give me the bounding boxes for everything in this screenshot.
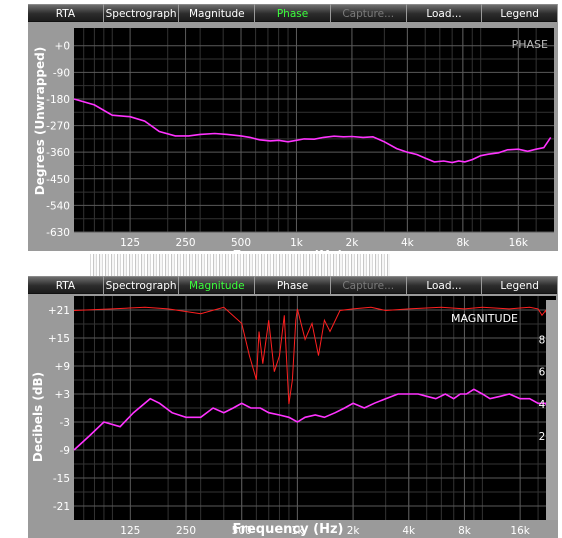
magnitude-y-axis-label: Decibels (dB) — [31, 371, 45, 463]
y-tick-label: -360 — [46, 147, 70, 159]
phase-tab-load[interactable]: Load... — [406, 4, 482, 22]
magnitude-trace — [73, 388, 554, 451]
phase-tab-capture[interactable]: Capture... — [330, 4, 406, 22]
x-tick-label: 2k — [346, 237, 360, 249]
y-tick-label: -180 — [46, 94, 70, 106]
x-tick-label: 125 — [120, 237, 140, 249]
y-tick-label: +9 — [55, 361, 70, 373]
magnitude-tab-legend[interactable]: Legend — [482, 276, 558, 294]
phase-tab-rta[interactable]: RTA — [28, 4, 103, 22]
x-tick-label: 16k — [509, 237, 529, 249]
phase-tab-magnitude[interactable]: Magnitude — [179, 4, 255, 22]
x-tick-label: 1k — [290, 237, 304, 249]
magnitude-plot-area[interactable]: +21 +15 +9 +3 -3 -9 -15 -21 125 250 500 1k 2k 4k 8k 16k… — [48, 296, 556, 537]
y-tick-label: -15 — [53, 473, 70, 485]
y-tick-label: -90 — [53, 67, 70, 79]
x-tick-label: 500 — [232, 525, 252, 537]
phase-tab-bar: RTA Spectrograph Magnitude Phase Capture... L… — [28, 4, 558, 24]
coherence-trace — [73, 306, 554, 405]
x-tick-label: 8k — [456, 237, 470, 249]
magnitude-x-axis-label: Frequency (Hz) — [232, 522, 344, 537]
x-tick-label: 500 — [231, 237, 251, 249]
x-tick-label: 4k — [401, 237, 415, 249]
x-tick-label: 250 — [176, 237, 196, 249]
right-scrollbar[interactable] — [546, 300, 558, 520]
y-tick-label: -450 — [46, 174, 70, 186]
magnitude-tab-bar: RTA Spectrograph Magnitude Phase Capture... L… — [28, 276, 558, 296]
phase-panel: RTA Spectrograph Magnitude Phase Capture... L… — [28, 4, 558, 251]
divider-noise-strip — [90, 254, 390, 276]
phase-chart-title: PHASE — [512, 38, 548, 51]
phase-y-axis-label: Degrees (Unwrapped) — [33, 46, 47, 196]
phase-trace — [73, 98, 552, 164]
x-tick-label: 125 — [120, 525, 140, 537]
magnitude-tab-capture[interactable]: Capture... — [330, 276, 406, 294]
y-tick-label: +21 — [48, 305, 70, 317]
phase-tab-phase[interactable]: Phase — [255, 4, 330, 22]
phase-tab-spectrograph[interactable]: Spectrograph — [103, 4, 179, 22]
magnitude-chart-title: MAGNITUDE — [451, 312, 518, 325]
magnitude-tab-load[interactable]: Load... — [406, 276, 482, 294]
x-tick-label: 4k — [402, 525, 416, 537]
y-tick-label: -630 — [46, 227, 70, 239]
x-tick-label: 250 — [176, 525, 196, 537]
y-tick-label: -3 — [60, 417, 70, 429]
magnitude-tab-spectrograph[interactable]: Spectrograph — [103, 276, 179, 294]
x-tick-label: 1k — [291, 525, 305, 537]
phase-plot-area[interactable]: +0 -90 -180 -270 -360 -450 -540 -630 125 250 500 1k… — [46, 28, 554, 249]
phase-tab-legend[interactable]: Legend — [482, 4, 558, 22]
y-tick-label: +3 — [55, 389, 70, 401]
magnitude-panel: RTA Spectrograph Magnitude Phase Capture... L… — [28, 276, 558, 538]
y-tick-label: +0 — [55, 41, 70, 53]
x-tick-label: 16k — [510, 525, 530, 537]
y-tick-label: +15 — [48, 333, 70, 345]
x-tick-label: 2k — [347, 525, 361, 537]
x-tick-label: 8k — [458, 525, 472, 537]
y-tick-label: -9 — [60, 445, 70, 457]
magnitude-tab-rta[interactable]: RTA — [28, 276, 103, 294]
y-tick-label: -540 — [46, 200, 70, 212]
y-tick-label: -270 — [46, 121, 70, 133]
magnitude-tab-magnitude[interactable]: Magnitude — [179, 276, 255, 294]
y-tick-label: -21 — [53, 501, 70, 513]
magnitude-tab-phase[interactable]: Phase — [255, 276, 330, 294]
